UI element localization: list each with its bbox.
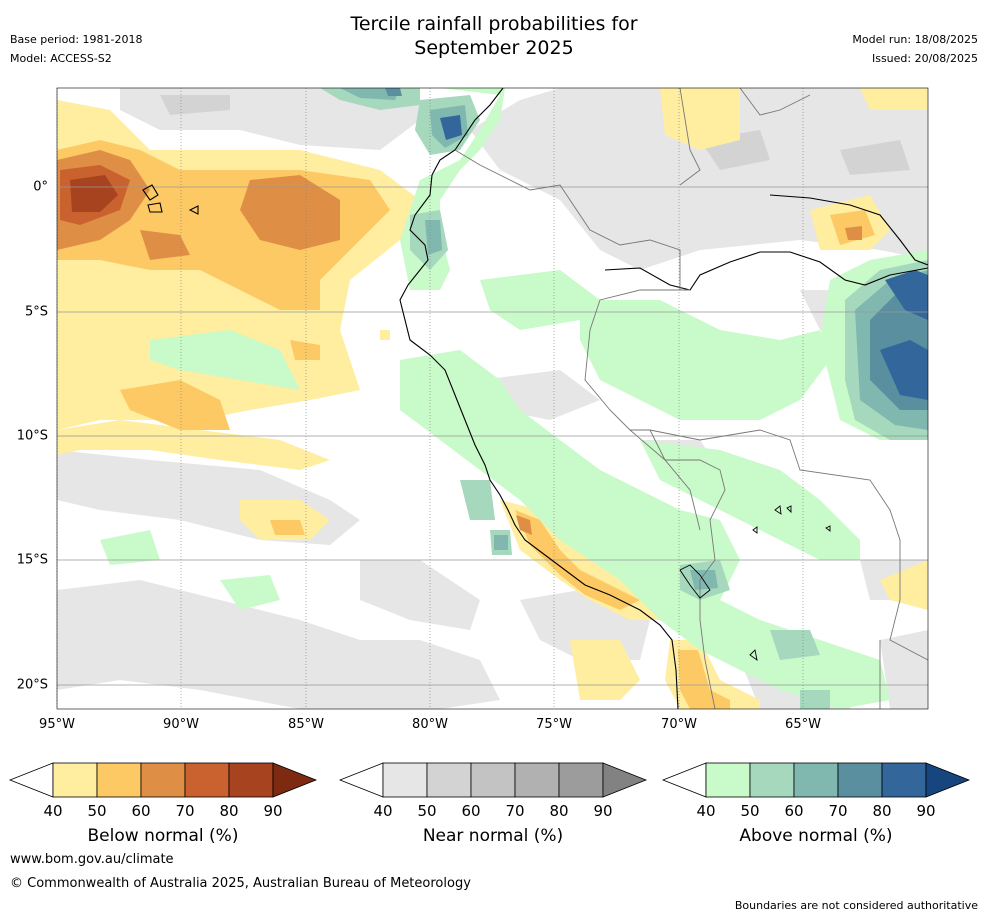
legend-above-tick: 60 (784, 802, 804, 820)
legend-near-tick: 50 (417, 802, 437, 820)
model-run: Model run: 18/08/2025 (852, 33, 978, 46)
legend-below-tick: 80 (219, 802, 239, 820)
copyright-text: © Commonwealth of Australia 2025, Austra… (10, 876, 471, 891)
lat-label-20s: 20°S (16, 677, 48, 693)
legend-above-normal (661, 762, 971, 798)
title-line-1: Tercile rainfall probabilities for (350, 13, 638, 35)
map-frame (56, 87, 929, 710)
legend-below-tick: 70 (175, 802, 195, 820)
legend-above-tick: 70 (828, 802, 848, 820)
legend-below-tick: 50 (87, 802, 107, 820)
lon-label-95w: 95°W (39, 717, 75, 732)
map-title: Tercile rainfall probabilities for Septe… (0, 12, 988, 60)
legend-below-tick: 90 (263, 802, 283, 820)
lon-label-85w: 85°W (288, 717, 324, 732)
legend-near-tick: 90 (593, 802, 613, 820)
legend-near-title: Near normal (%) (422, 826, 564, 846)
lon-label-65w: 65°W (785, 717, 821, 732)
probability-field (57, 88, 928, 709)
legend-below-tick: 60 (131, 802, 151, 820)
legend-below-title: Below normal (%) (87, 826, 239, 846)
legend-below-tick: 40 (43, 802, 63, 820)
legend-below-normal (8, 762, 318, 798)
legend-near-tick: 70 (505, 802, 525, 820)
lakes (679, 505, 831, 662)
legend-above-tick: 40 (696, 802, 716, 820)
lon-label-80w: 80°W (412, 717, 448, 732)
lat-label-5s: 5°S (24, 304, 48, 320)
lat-label-15s: 15°S (16, 552, 48, 568)
lat-label-10s: 10°S (16, 428, 48, 444)
meta-left: Base period: 1981-2018 Model: ACCESS-S2 (10, 30, 142, 68)
above-normal-areas (100, 88, 928, 709)
meta-right: Model run: 18/08/2025 Issued: 20/08/2025 (852, 30, 978, 68)
boundaries-disclaimer: Boundaries are not considered authoritat… (734, 899, 978, 912)
lon-label-90w: 90°W (163, 717, 199, 732)
title-line-2: September 2025 (414, 37, 574, 59)
base-period: Base period: 1981-2018 (10, 33, 143, 46)
legend-near-normal (338, 762, 648, 798)
legend-above-tick: 80 (872, 802, 892, 820)
legend-above-tick: 50 (740, 802, 760, 820)
issued-date: Issued: 20/08/2025 (871, 52, 978, 65)
legend-above-title: Above normal (%) (739, 826, 893, 846)
lon-label-70w: 70°W (661, 717, 697, 732)
below-normal-areas (57, 88, 928, 709)
coastlines (142, 88, 928, 709)
lon-label-75w: 75°W (536, 717, 572, 732)
country-borders (454, 88, 928, 709)
legend-near-tick: 40 (373, 802, 393, 820)
legend-above-tick: 90 (916, 802, 936, 820)
lat-label-0: 0° (33, 179, 48, 195)
model-name: Model: ACCESS-S2 (10, 52, 112, 65)
latitude-lines (57, 186, 928, 686)
website-link[interactable]: www.bom.gov.au/climate (10, 852, 174, 867)
legend-near-tick: 60 (461, 802, 481, 820)
legend-near-tick: 80 (549, 802, 569, 820)
